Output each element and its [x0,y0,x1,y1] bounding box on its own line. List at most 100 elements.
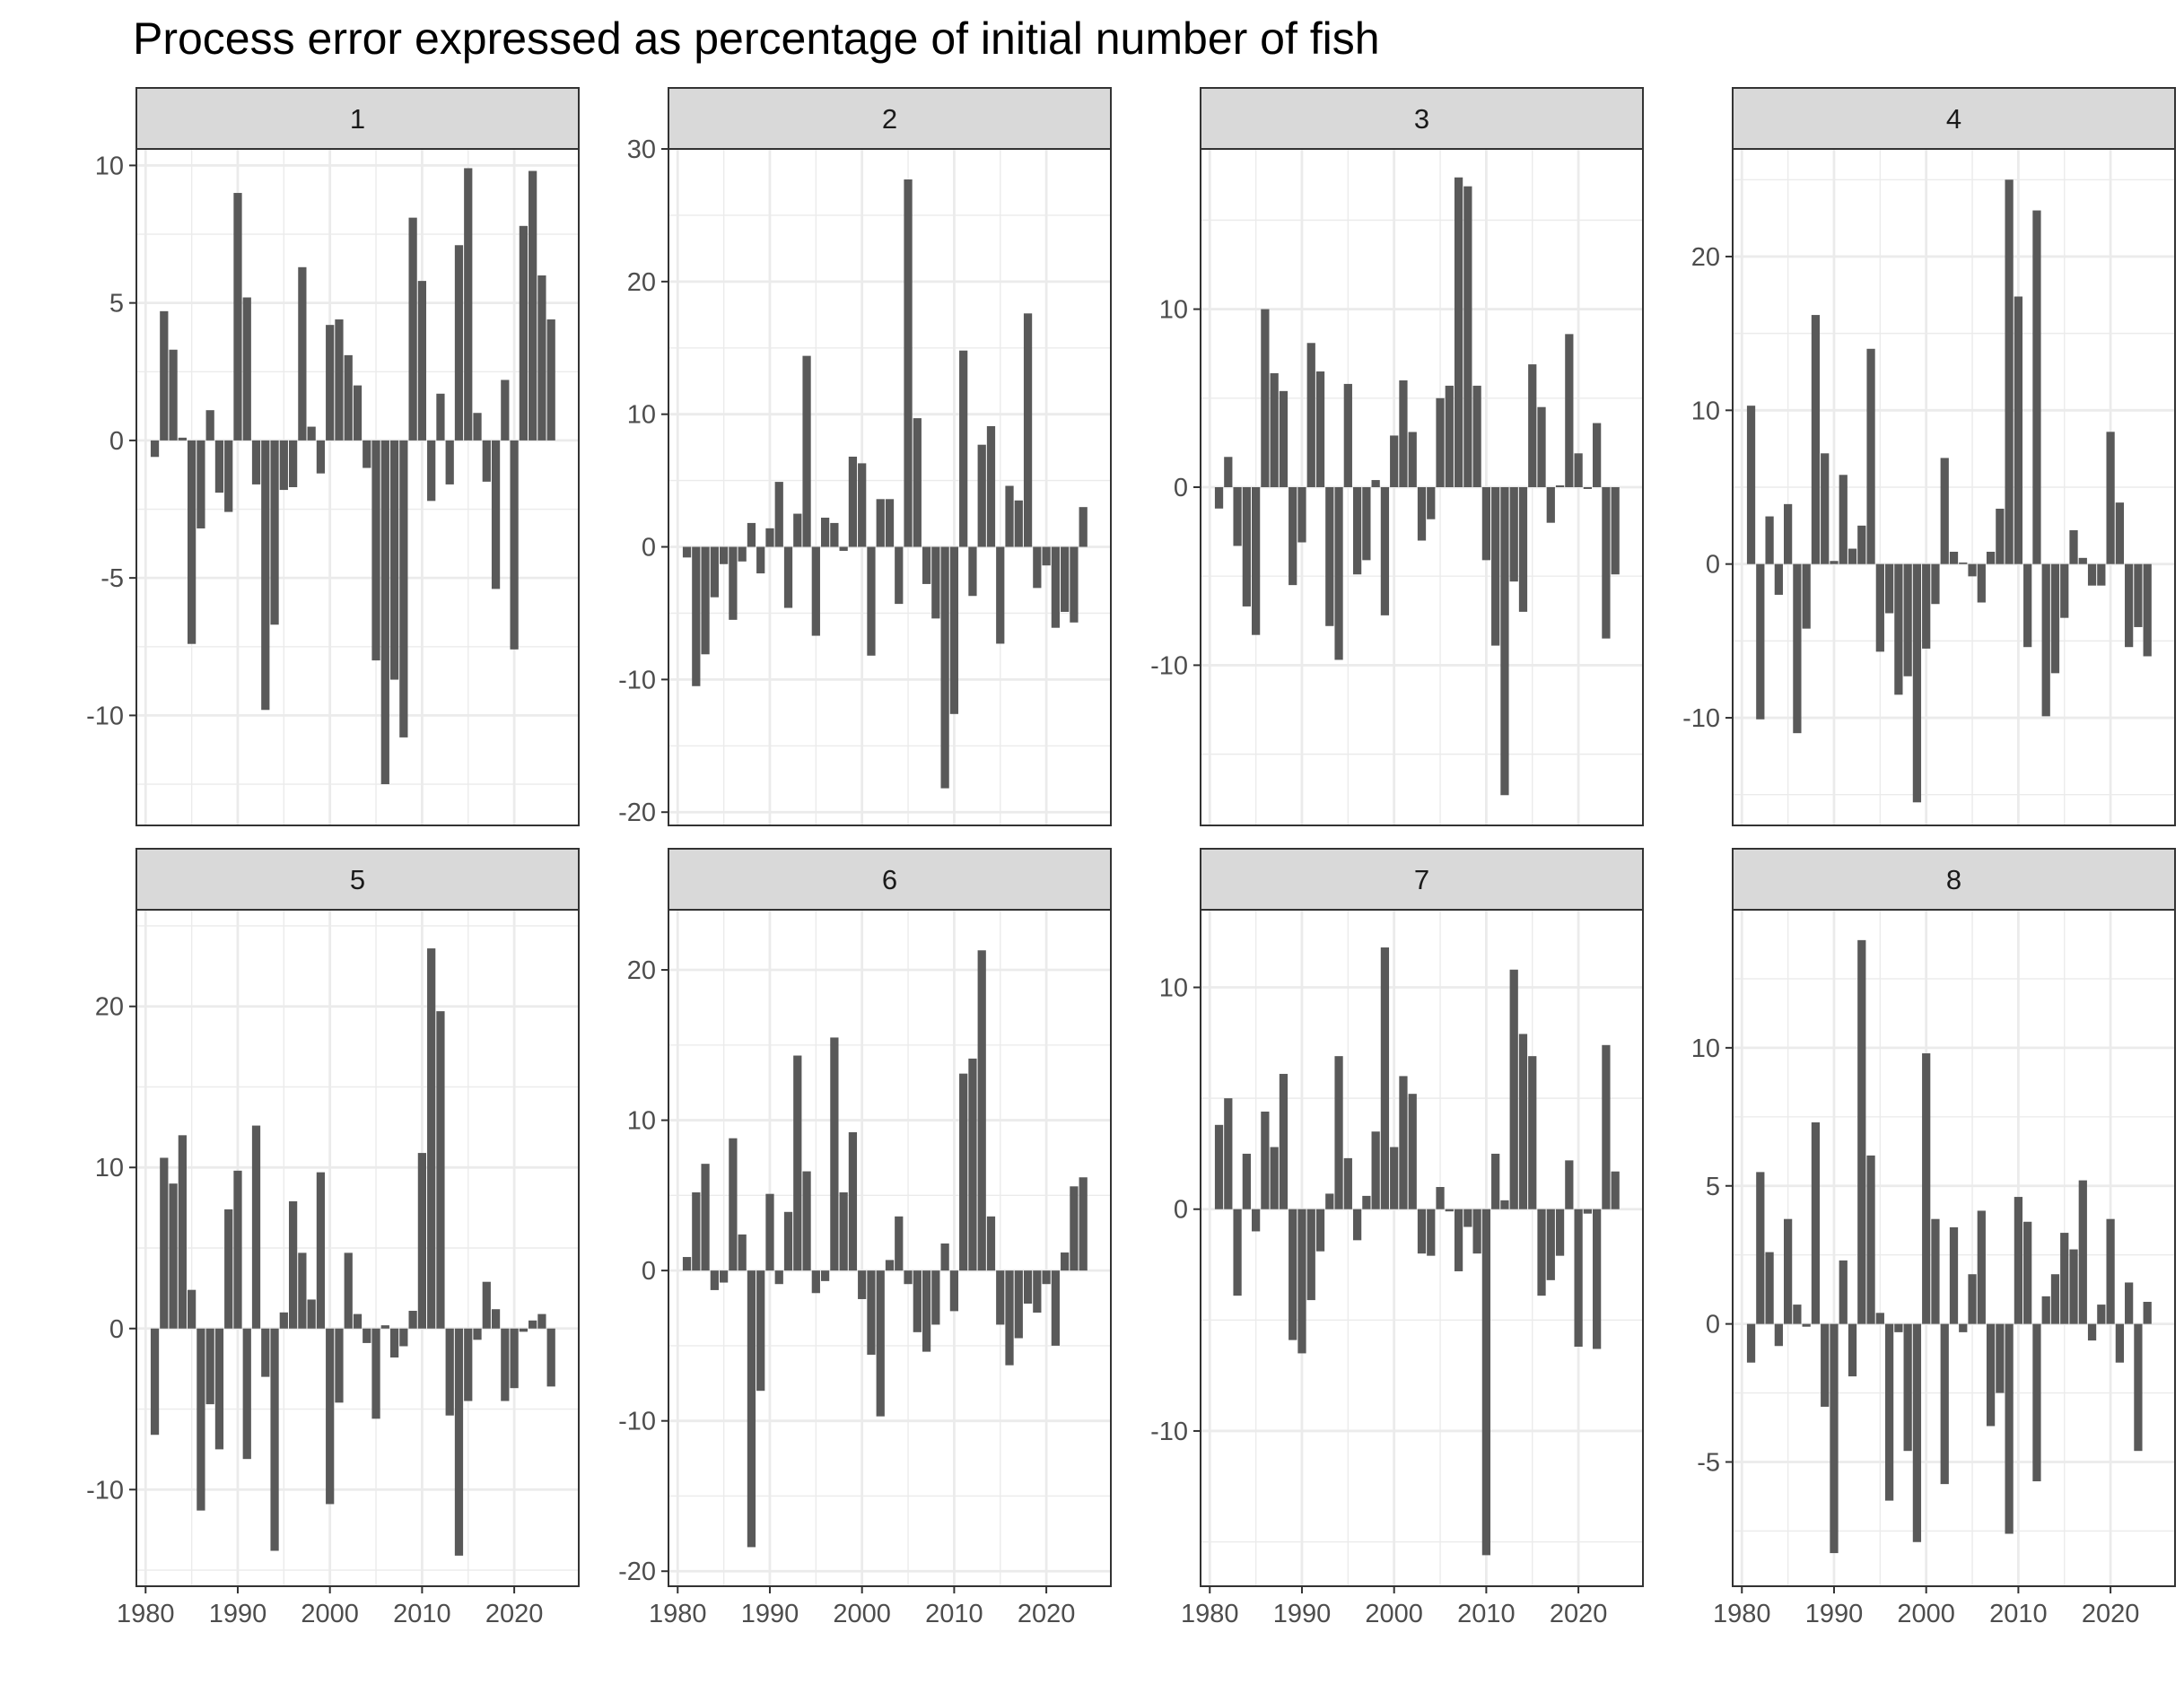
bar-2019 [501,380,510,441]
bar-2024 [1611,1171,1620,1209]
bar-2021 [519,225,528,441]
bar-1995 [1343,383,1352,487]
bar-2017 [1546,1209,1555,1280]
bar-1981 [1214,487,1224,509]
bar-1992 [783,1211,793,1271]
bar-2007 [1986,551,1996,564]
bar-2021 [519,1328,528,1332]
bar-1994 [1334,487,1343,660]
bar-2016 [1005,485,1014,547]
bar-2012 [1500,487,1509,796]
bar-2002 [1408,432,1417,487]
bar-2023 [1602,487,1611,639]
bar-1992 [1848,1323,1857,1377]
y-tick-label: -5 [100,564,124,593]
y-tick-label: 10 [1159,296,1188,325]
bar-2019 [1033,546,1042,589]
y-tick-label: 0 [642,534,656,563]
bar-2017 [1546,487,1555,523]
bar-2024 [546,319,555,441]
bar-2000 [1922,1053,1931,1324]
bar-1992 [1315,371,1325,487]
bar-2007 [389,440,399,680]
bar-2020 [2106,432,2115,564]
bar-1988 [747,1270,756,1548]
bar-1992 [251,440,261,484]
bar-1981 [150,440,160,458]
bar-1982 [692,1192,701,1271]
x-tick-label: 2000 [301,1600,359,1628]
bar-2013 [2041,1296,2050,1324]
facet-panel-6: 6 -20 -10 0 10 20 1980 1990 2000 2010 2020 [618,848,1112,1628]
bar-2011 [427,948,436,1329]
bar-1983 [701,1164,710,1271]
bar-1985 [720,546,729,564]
x-tick-label: 2010 [1457,1600,1516,1628]
bar-1998 [1371,480,1380,487]
y-tick-label: -10 [1150,651,1188,680]
x-tick-label: 1980 [117,1600,175,1628]
bar-2004 [363,440,371,468]
bar-2002 [876,1270,885,1417]
chart-title: Process error expressed as percentage of… [133,13,1380,64]
bar-2008 [1996,508,2005,564]
x-tick-label: 1990 [1805,1600,1864,1628]
bar-2022 [2125,563,2134,648]
facet-strip [1200,87,1644,150]
bar-1994 [1866,348,1875,564]
bar-1994 [270,440,279,625]
bar-2020 [1042,1270,1051,1285]
bar-1999 [848,456,858,547]
bar-1996 [288,1200,298,1329]
bar-2005 [1436,1187,1445,1209]
bar-1982 [160,1157,169,1329]
bar-1987 [1270,373,1279,487]
bar-1985 [1252,1209,1261,1232]
bar-1997 [298,266,307,441]
bar-2009 [2005,1323,2014,1534]
bar-1990 [765,528,774,547]
bar-2021 [1583,487,1592,489]
bar-2007 [1986,1323,1996,1427]
bar-1990 [233,193,242,441]
facet-strip-label: 8 [1946,864,1961,895]
bar-2004 [363,1328,371,1343]
bar-2020 [510,440,519,650]
bar-1985 [188,440,197,644]
bar-2016 [1005,1270,1014,1366]
bar-1989 [224,440,233,512]
bar-1994 [802,1171,811,1271]
bar-2014 [986,1216,996,1271]
bar-2006 [1977,563,1986,603]
facet-panel-4: 4 -10 0 10 20 [1682,87,2176,826]
bar-2002 [1940,1323,1949,1485]
facet-strip-label: 3 [1414,103,1429,135]
bar-1997 [1362,487,1371,561]
x-tick-label: 2000 [1897,1600,1955,1628]
bar-2001 [1399,1076,1408,1209]
bar-2002 [1408,1094,1417,1209]
bar-1982 [1224,1098,1233,1209]
bar-1997 [298,1252,307,1329]
bar-1996 [820,1270,830,1281]
bar-2019 [1565,334,1574,487]
bar-1999 [1912,563,1922,803]
bar-2018 [1555,485,1565,487]
bar-2001 [867,546,876,656]
bar-2015 [2060,563,2069,618]
bar-1986 [729,546,738,620]
bar-2024 [1611,487,1620,575]
x-tick-label: 1980 [1713,1600,1771,1628]
bar-2000 [326,1328,335,1505]
bar-2015 [996,546,1005,644]
bar-1983 [1765,1252,1774,1324]
bar-2010 [1481,1209,1491,1556]
bar-2003 [1949,1226,1959,1324]
bar-1991 [1306,343,1315,487]
bar-2016 [2069,1249,2078,1324]
bar-1985 [1784,1218,1793,1324]
bar-2018 [491,440,501,589]
bar-1983 [1233,1209,1242,1296]
bar-1990 [1297,1209,1306,1354]
